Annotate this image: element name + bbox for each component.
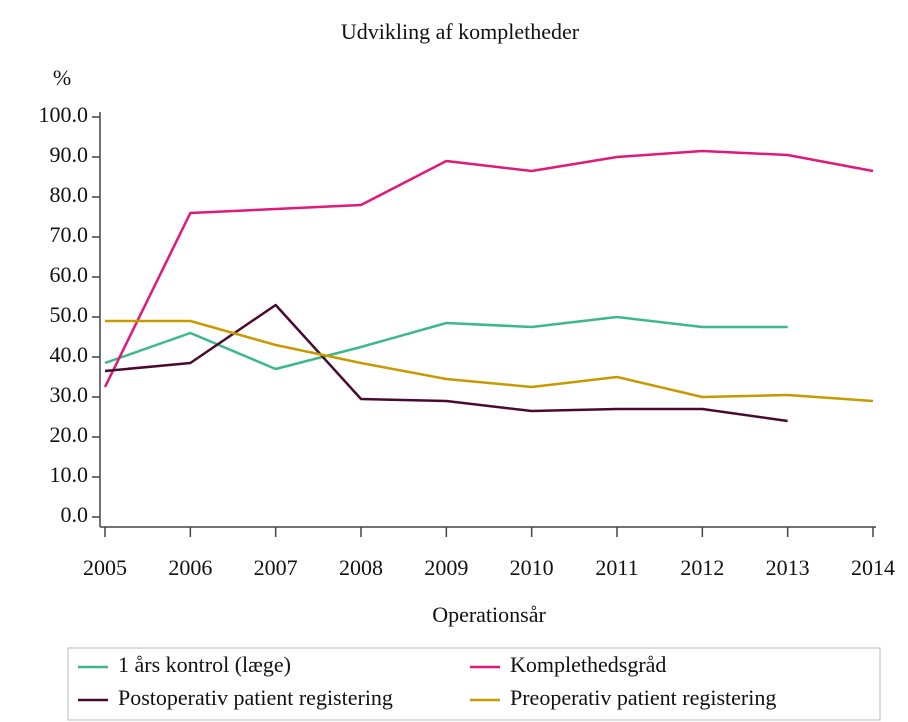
series-line <box>103 149 874 388</box>
y-tick-label: 100.0 <box>39 102 89 127</box>
y-tick-label: 30.0 <box>50 382 89 407</box>
series-line <box>105 319 874 403</box>
x-tick-label: 2007 <box>254 555 298 580</box>
y-tick-label: 90.0 <box>50 142 89 167</box>
y-tick-label: 60.0 <box>50 262 89 287</box>
x-axis-label: Operationsår <box>432 602 546 627</box>
x-tick-label: 2005 <box>83 555 127 580</box>
y-tick-label: 70.0 <box>50 222 89 247</box>
x-tick-label: 2010 <box>510 555 554 580</box>
y-tick-label: 40.0 <box>50 342 89 367</box>
y-axis-label: % <box>53 65 71 90</box>
x-tick-label: 2013 <box>766 555 810 580</box>
y-tick-label: 10.0 <box>50 462 89 487</box>
legend-label: Preoperativ patient registering <box>510 685 776 710</box>
legend-label: Komplethedsgråd <box>510 652 666 677</box>
y-tick-label: 80.0 <box>50 182 89 207</box>
chart-title: Udvikling af kompletheder <box>341 19 580 44</box>
x-tick-label: 2006 <box>168 555 212 580</box>
x-tick-label: 2011 <box>595 555 638 580</box>
y-tick-label: 0.0 <box>61 502 89 527</box>
x-tick-label: 2012 <box>680 555 724 580</box>
legend-label: Postoperativ patient registering <box>118 685 393 710</box>
x-tick-label: 2009 <box>424 555 468 580</box>
legend-label: 1 års kontrol (læge) <box>118 652 291 677</box>
y-tick-label: 50.0 <box>50 302 89 327</box>
x-tick-label: 2008 <box>339 555 383 580</box>
y-tick-label: 20.0 <box>50 422 89 447</box>
series-line <box>104 303 788 423</box>
x-tick-label: 2014 <box>851 555 895 580</box>
legend-box <box>67 647 881 721</box>
